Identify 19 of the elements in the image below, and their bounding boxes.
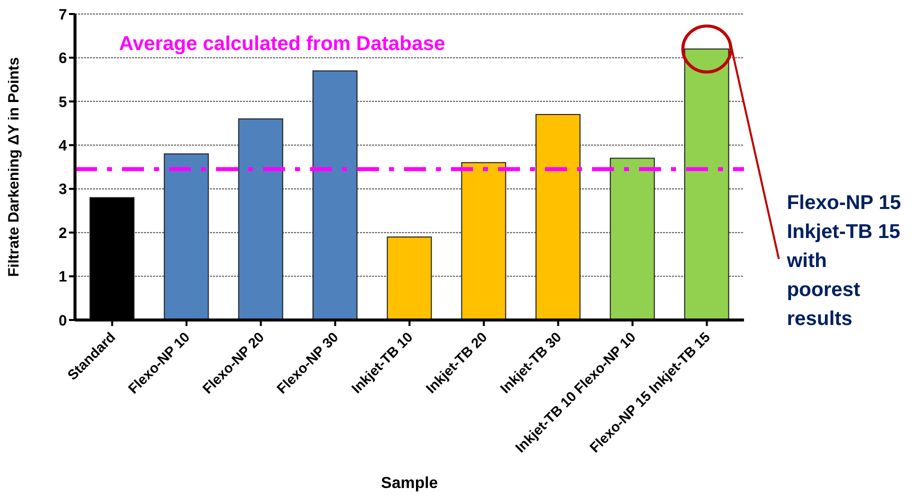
y-tick-label: 4 [58,137,68,154]
bar [536,114,580,320]
y-tick-label: 2 [58,224,67,242]
bar [610,158,655,320]
bar [238,118,284,320]
ref-line-label: Average calculated from Database [119,33,446,55]
y-tick-label: 3 [58,181,67,198]
y-tick-label: 7 [58,6,67,24]
bar [386,236,432,320]
bar [461,162,506,320]
bar [684,48,730,320]
y-tick-label: 6 [58,50,67,68]
text: Flexo-NP 15 Inkjet-TB 15 with poorest results [786,192,901,330]
y-tick-label: 0 [58,312,67,330]
x-axis-title: Sample [381,475,438,492]
bar [164,153,209,320]
y-tick-label: 1 [58,268,67,286]
y-tick-label: 5 [58,94,67,111]
bar [312,70,358,320]
